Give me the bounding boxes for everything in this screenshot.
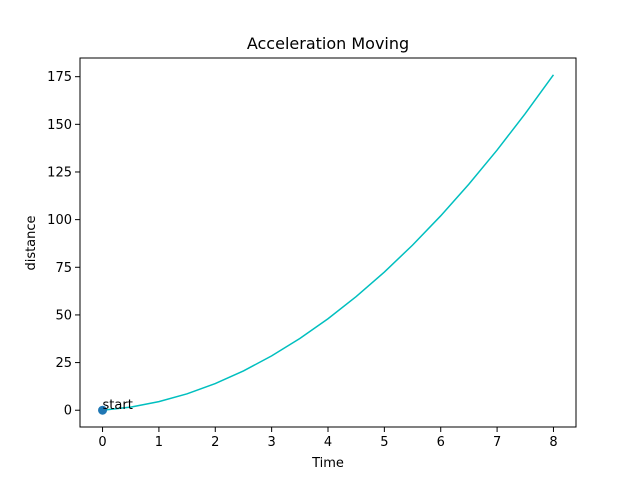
x-tick-label: 2 <box>211 435 219 450</box>
plot-frame <box>79 57 577 428</box>
x-tick-label: 8 <box>549 435 557 450</box>
y-tick-label: 25 <box>55 356 72 371</box>
y-tick-label: 75 <box>55 261 72 276</box>
line <box>102 74 555 411</box>
x-tick-label: 3 <box>267 435 275 450</box>
chart-title: Acceleration Moving <box>247 34 409 53</box>
x-tick-label: 4 <box>324 435 332 450</box>
y-axis-label: distance <box>24 215 39 270</box>
x-tick-label: 1 <box>155 435 163 450</box>
y-tick-label: 175 <box>47 70 72 85</box>
y-tick-label: 100 <box>47 213 72 228</box>
y-tick-label: 150 <box>47 118 72 133</box>
x-tick-label: 6 <box>437 435 445 450</box>
x-tick-label: 0 <box>98 435 106 450</box>
y-tick-label: 125 <box>47 165 72 180</box>
x-axis-label: Time <box>311 456 344 471</box>
y-tick-label: 50 <box>55 308 72 323</box>
y-tick-label: 0 <box>64 404 72 419</box>
x-tick-label: 5 <box>380 435 388 450</box>
x-tick-label: 7 <box>493 435 501 450</box>
scatter-point <box>98 405 108 415</box>
annotation: start <box>103 398 133 413</box>
